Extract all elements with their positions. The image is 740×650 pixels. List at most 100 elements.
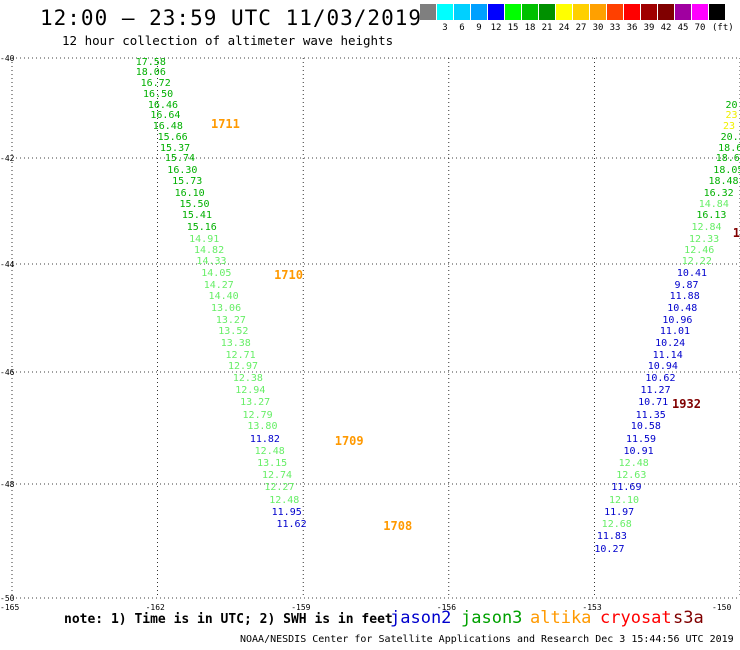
wave-height-value: 20 [725, 99, 738, 111]
wave-height-value: 12.63 [616, 470, 647, 482]
wave-height-value: 10.27 [594, 543, 625, 555]
wave-height-value: 12.68 [601, 519, 632, 531]
latitude-label: -48 [0, 480, 15, 489]
latitude-label: -40 [0, 54, 15, 63]
wave-height-value: 15.16 [186, 221, 217, 233]
legend-label: 12 [490, 23, 502, 33]
pass-time-label: 1709 [334, 433, 364, 448]
wave-height-value: 12.22 [681, 256, 712, 268]
wave-height-value: 11.14 [652, 349, 683, 361]
wave-height-value: 10.96 [662, 314, 693, 326]
wave-height-value: 18.06 [135, 67, 166, 78]
latitude-label: -42 [0, 154, 15, 163]
wave-height-value: 12.48 [618, 457, 649, 469]
wave-height-value: 20.3 [720, 131, 740, 143]
legend-unit: (ft) [712, 23, 734, 33]
legend-label: 24 [558, 23, 570, 33]
legend-label: 30 [592, 23, 604, 33]
longitude-label: -150 [712, 603, 732, 612]
wave-height-value: 17.58 [135, 57, 166, 68]
wave-height-value: 16.32 [703, 187, 734, 199]
legend-swatch [675, 4, 691, 20]
wave-height-value: 13.52 [218, 326, 249, 338]
legend-swatch [556, 4, 572, 20]
legend-label: 9 [476, 23, 482, 33]
wave-height-value: 11.01 [659, 326, 691, 338]
wave-height-value: 12.48 [269, 494, 300, 506]
legend-label: 39 [643, 23, 655, 33]
legend-swatch [658, 4, 674, 20]
wave-height-value: 13.38 [220, 337, 251, 349]
longitude-label: -165 [0, 603, 20, 612]
longitude-label: -162 [145, 603, 165, 612]
legend-label: 70 [694, 23, 706, 33]
longitude-label: -156 [436, 603, 457, 612]
legend-label: 36 [626, 23, 638, 33]
pass-time-label: 1711 [210, 117, 240, 131]
wave-height-value: 13.06 [210, 302, 242, 314]
wave-height-value: 12.97 [227, 361, 259, 373]
satellite-name: jason3 [461, 608, 523, 628]
wave-height-value: 13.80 [247, 421, 278, 433]
wave-height-value: 12.74 [261, 470, 293, 482]
wave-height-value: 23 [725, 110, 738, 121]
legend-label: 3 [442, 23, 448, 33]
legend-swatch [505, 4, 521, 20]
wave-height-value: 11.83 [596, 531, 627, 542]
wave-height-value: 16.72 [140, 77, 171, 89]
map-title: 12:00 – 23:59 UTC 11/03/2019 [40, 6, 423, 30]
wave-height-value: 18.48 [708, 176, 739, 188]
wave-height-value: 12.84 [691, 221, 722, 233]
wave-height-value: 13.27 [240, 397, 271, 409]
units-note: note: 1) Time is in UTC; 2) SWH is in fe… [64, 612, 393, 627]
legend-swatch [573, 4, 589, 20]
longitude-label: -153 [582, 603, 602, 612]
wave-height-value: 15.73 [172, 176, 203, 188]
wave-height-value: 11.59 [625, 433, 657, 445]
wave-height-value: 12.94 [235, 385, 266, 397]
wave-height-value: 12.27 [264, 481, 295, 493]
credit-line: NOAA/NESDIS Center for Satellite Applica… [240, 634, 734, 645]
legend-swatch [692, 4, 708, 20]
wave-height-value: 15.66 [157, 131, 188, 143]
wave-height-value: 11.97 [604, 506, 635, 518]
wave-height-value: 11.95 [271, 506, 302, 518]
legend-label: 15 [507, 23, 519, 33]
wave-height-value: 23 [723, 121, 736, 132]
wave-height-value: 14.33 [196, 256, 227, 268]
legend-swatch [641, 4, 657, 20]
wave-height-value: 10.24 [655, 337, 686, 349]
wave-height-value: 13.15 [257, 457, 288, 469]
legend-swatch [454, 4, 470, 20]
map-subtitle: 12 hour collection of altimeter wave hei… [62, 33, 394, 48]
pass-time-label: 1710 [274, 267, 303, 282]
legend-label: 27 [575, 23, 587, 33]
wave-height-value: 10.48 [667, 302, 698, 314]
wave-height-value: 12.48 [254, 445, 285, 457]
legend-swatch [522, 4, 538, 20]
wave-height-value: 10.41 [676, 267, 708, 279]
legend-swatch [471, 4, 487, 20]
wave-height-value: 15.41 [181, 210, 212, 222]
wave-height-value: 12.10 [608, 494, 640, 506]
wave-height-value: 10.91 [623, 445, 654, 457]
wave-height-value: 11.27 [640, 385, 671, 397]
latitude-label: -50 [0, 594, 15, 603]
legend-swatch [488, 4, 504, 20]
longitude-label: -159 [291, 603, 311, 612]
wave-height-value: 11.88 [669, 291, 700, 303]
legend-swatch [437, 4, 453, 20]
wave-height-value: 15.37 [160, 142, 191, 154]
legend-label: 42 [660, 23, 672, 33]
wave-height-value: 16.30 [167, 164, 198, 176]
wave-height-value: 10.94 [647, 361, 678, 373]
pass-time-label: 19 [732, 226, 740, 241]
wave-height-value: 15.50 [179, 199, 210, 211]
wave-height-value: 14.91 [189, 233, 220, 245]
legend-swatch [539, 4, 555, 20]
wave-height-value: 13.27 [215, 314, 246, 326]
wave-height-value: 11.35 [635, 409, 666, 421]
satellite-name: s3a [673, 608, 704, 628]
wave-height-value: 14.27 [203, 279, 234, 291]
